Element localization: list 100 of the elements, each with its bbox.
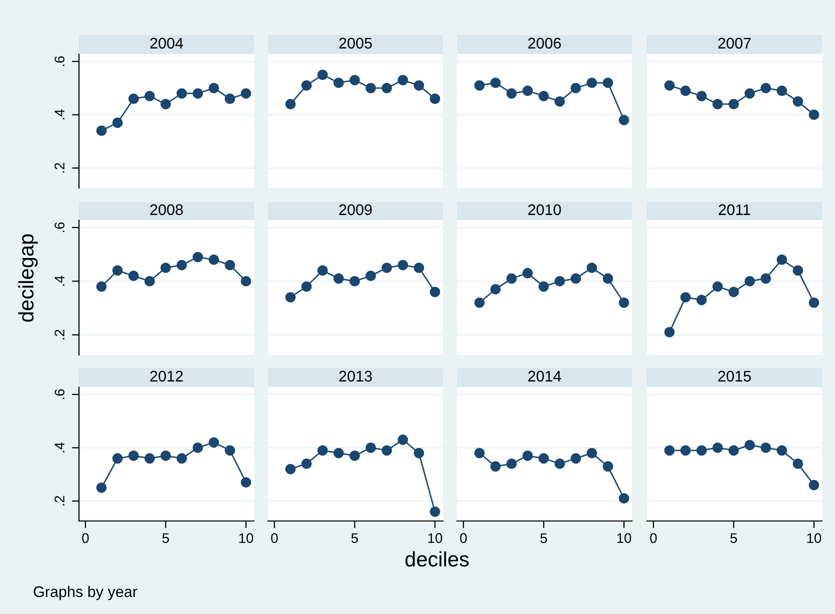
y-axis-title: decilegap <box>18 234 38 322</box>
point <box>382 82 392 94</box>
point <box>522 86 533 96</box>
point <box>96 281 107 292</box>
point <box>792 458 804 469</box>
point <box>554 96 565 107</box>
point <box>96 482 107 493</box>
point <box>192 442 204 453</box>
chart-title: 2008 <box>150 204 183 216</box>
y-tick-label: .4 <box>54 109 64 120</box>
x-axis-title: deciles <box>405 551 469 567</box>
chart-title: 2005 <box>339 38 372 49</box>
point <box>112 118 123 128</box>
point <box>112 453 123 464</box>
point <box>618 493 630 504</box>
x-tick-label: 10 <box>807 533 822 544</box>
y-tick-label: .2 <box>54 496 64 506</box>
point <box>474 448 485 458</box>
chart-title: 2009 <box>339 204 372 216</box>
point <box>176 88 187 99</box>
point <box>570 453 582 464</box>
chart-title: 2006 <box>528 38 561 49</box>
point <box>208 437 220 448</box>
point <box>144 90 155 102</box>
point <box>176 453 187 464</box>
point <box>522 268 533 278</box>
x-tick-label: 5 <box>162 533 169 544</box>
point <box>224 445 236 456</box>
point <box>301 458 312 469</box>
point <box>570 82 582 94</box>
point <box>776 254 788 265</box>
point <box>712 442 723 453</box>
point <box>618 114 630 126</box>
y-tick-label: .6 <box>54 222 64 232</box>
text: Graphs by year <box>34 586 138 600</box>
point <box>414 80 424 91</box>
point <box>317 265 328 276</box>
point <box>602 273 614 284</box>
point <box>192 88 204 99</box>
point <box>301 281 312 292</box>
point <box>382 262 392 273</box>
point <box>808 480 820 490</box>
chart-title: 2015 <box>718 370 751 382</box>
point <box>728 445 739 456</box>
point <box>398 434 408 445</box>
point <box>366 270 376 282</box>
point <box>490 78 501 88</box>
x-tick-label: 10 <box>239 533 254 544</box>
point <box>430 286 440 298</box>
point <box>808 297 820 308</box>
point <box>808 110 820 120</box>
x-tick-label: 5 <box>730 533 737 544</box>
point <box>570 273 582 284</box>
point <box>224 94 236 104</box>
y-tick-label: .2 <box>54 162 64 173</box>
point <box>333 273 344 284</box>
point <box>96 126 107 136</box>
point <box>398 260 408 270</box>
point <box>760 442 772 453</box>
point <box>680 445 691 456</box>
x-tick-label: 0 <box>460 533 467 544</box>
y-tick-label: .2 <box>54 330 64 340</box>
point <box>728 286 739 298</box>
point <box>240 477 252 488</box>
point <box>144 453 155 464</box>
point <box>285 292 296 303</box>
point <box>128 94 139 104</box>
point <box>414 262 424 273</box>
point <box>522 450 533 461</box>
point <box>349 276 360 286</box>
point <box>664 80 675 91</box>
point <box>792 96 804 107</box>
point <box>208 254 220 265</box>
point <box>554 276 565 286</box>
point <box>618 297 630 308</box>
y-tick-label: .6 <box>54 56 64 66</box>
y-tick-label: .4 <box>54 276 64 286</box>
point <box>728 98 739 110</box>
point <box>760 82 772 94</box>
point <box>160 98 171 110</box>
point <box>430 506 440 517</box>
chart-title: 2010 <box>528 204 561 216</box>
point <box>349 74 360 86</box>
point <box>712 281 723 292</box>
point <box>760 273 772 284</box>
point <box>680 292 691 303</box>
point <box>490 284 501 294</box>
x-tick-label: 0 <box>650 533 657 544</box>
point <box>506 88 517 99</box>
point <box>538 281 549 292</box>
point <box>160 450 171 461</box>
point <box>696 294 707 306</box>
point <box>680 86 691 96</box>
point <box>792 265 804 276</box>
chart-title: 2013 <box>339 370 372 382</box>
chart-title: 2014 <box>528 370 562 382</box>
point <box>664 326 675 338</box>
x-tick-label: 5 <box>540 533 547 544</box>
point <box>317 445 328 456</box>
point <box>285 464 296 474</box>
